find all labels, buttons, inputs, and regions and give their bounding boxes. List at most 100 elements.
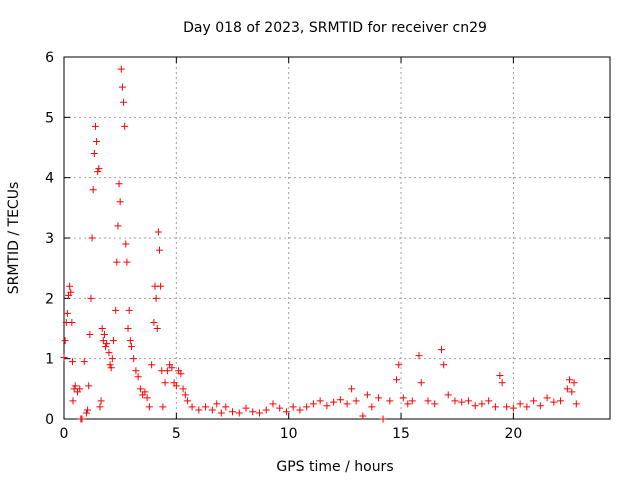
data-point <box>177 370 185 378</box>
data-point <box>84 406 92 414</box>
data-point <box>168 364 176 372</box>
data-point <box>86 331 94 339</box>
data-point <box>120 98 128 106</box>
data-point <box>87 294 95 302</box>
data-point <box>69 358 77 366</box>
data-point <box>440 361 448 369</box>
gridlines <box>64 57 610 419</box>
x-tick-label: 20 <box>504 426 522 442</box>
data-point <box>276 404 284 412</box>
data-point <box>464 397 472 405</box>
x-tick-label: 10 <box>280 426 298 442</box>
data-point <box>570 379 578 387</box>
data-point <box>108 355 116 363</box>
data-point <box>309 400 317 408</box>
data-point <box>60 353 68 361</box>
data-point <box>255 409 263 417</box>
data-point <box>100 331 108 339</box>
data-point <box>181 391 189 399</box>
data-point <box>98 325 106 332</box>
data-point <box>130 355 138 363</box>
x-tick-label: 5 <box>172 426 181 442</box>
data-point <box>117 65 125 73</box>
data-point <box>115 180 123 188</box>
data-point <box>386 397 394 405</box>
data-point <box>66 282 74 290</box>
data-point <box>97 397 105 405</box>
data-point <box>566 376 574 384</box>
data-point <box>95 165 103 173</box>
data-point <box>94 168 102 176</box>
data-point <box>509 404 517 412</box>
data-point <box>153 325 161 332</box>
data-point <box>80 358 88 366</box>
data-point <box>222 403 230 411</box>
data-point <box>269 400 277 408</box>
data-point <box>184 397 192 405</box>
data-point <box>71 382 79 390</box>
data-point <box>82 409 90 417</box>
data-point <box>368 403 376 411</box>
data-point <box>431 400 439 408</box>
data-point <box>150 318 158 326</box>
data-point <box>415 352 423 360</box>
data-point <box>550 398 558 406</box>
data-point <box>172 382 180 390</box>
data-point <box>208 406 216 414</box>
data-point <box>530 397 538 405</box>
data-point <box>336 396 344 404</box>
data-point <box>68 318 76 326</box>
data-point <box>121 122 129 130</box>
data-point <box>343 400 351 408</box>
data-point <box>134 373 142 381</box>
data-point <box>359 412 367 420</box>
data-point <box>195 406 203 414</box>
y-tick-label: 4 <box>45 171 54 187</box>
data-point <box>157 282 165 290</box>
data-point <box>63 309 71 317</box>
data-point <box>262 406 270 414</box>
data-point <box>96 403 104 411</box>
data-point <box>375 394 383 402</box>
data-point <box>485 397 493 405</box>
data-point <box>572 400 580 408</box>
y-tick-label: 1 <box>45 352 54 368</box>
data-point <box>143 394 151 402</box>
data-point <box>516 400 524 408</box>
data-point <box>89 186 97 194</box>
data-point <box>78 415 86 423</box>
data-point <box>408 397 416 405</box>
data-point <box>458 398 466 406</box>
data-point <box>141 388 149 396</box>
y-tick-label: 0 <box>45 412 54 428</box>
data-point <box>496 372 504 380</box>
y-tick-label: 6 <box>45 50 54 66</box>
data-series <box>60 65 580 423</box>
data-point <box>352 397 360 405</box>
data-point <box>379 415 387 423</box>
data-point <box>159 403 167 411</box>
data-point <box>124 325 132 332</box>
data-point <box>242 404 250 412</box>
data-point <box>417 379 425 387</box>
chart-title: Day 018 of 2023, SRMTID for receiver cn2… <box>183 20 487 36</box>
data-point <box>125 306 133 314</box>
data-point <box>282 408 290 416</box>
x-axis-label: GPS time / hours <box>276 459 393 475</box>
data-point <box>132 367 140 375</box>
data-point <box>330 398 338 406</box>
data-point <box>106 361 114 369</box>
data-point <box>76 385 84 393</box>
data-point <box>188 403 196 411</box>
data-point <box>91 122 99 130</box>
data-point <box>471 402 479 410</box>
data-point <box>155 246 163 254</box>
data-point <box>213 400 221 408</box>
data-point <box>249 408 257 416</box>
data-point <box>126 337 134 345</box>
data-point <box>93 137 101 145</box>
data-point <box>229 408 237 416</box>
data-point <box>122 240 130 248</box>
data-point <box>161 379 169 387</box>
data-point <box>105 349 113 357</box>
